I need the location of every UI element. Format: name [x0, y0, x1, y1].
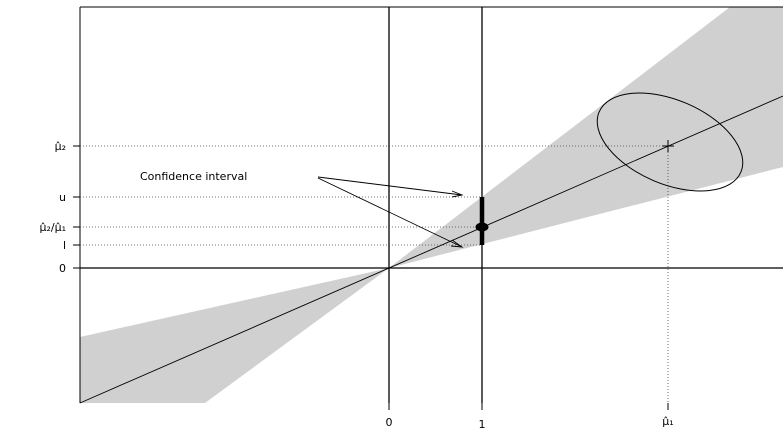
y-tick-label-upper: u	[59, 191, 66, 204]
reference-lines	[80, 145, 669, 403]
ratio-estimate-point	[475, 222, 489, 232]
x-tick-label-one: 1	[479, 418, 486, 430]
ratio-line	[79, 95, 783, 404]
cone-upper-shade	[389, 7, 783, 268]
arrow-to-upper	[317, 176, 463, 196]
x-axis-ticks	[388, 403, 669, 410]
y-tick-label-mu2: μ̂₂	[55, 140, 66, 153]
point-estimate-marker	[662, 140, 674, 152]
x-tick-label-zero: 0	[386, 416, 393, 429]
y-tick-label-lower: l	[63, 239, 66, 252]
y-axis-ticks	[73, 145, 80, 269]
arrow-to-lower	[317, 177, 463, 248]
annotation-arrows	[317, 176, 464, 248]
confidence-ellipse	[596, 92, 744, 192]
annotation-label: Confidence interval	[140, 170, 247, 183]
y-tick-label-zero: 0	[59, 262, 66, 275]
y-tick-label-ratio: μ̂₂/μ̂₁	[39, 221, 66, 234]
x-tick-label-mu1: μ̂₁	[662, 415, 673, 428]
